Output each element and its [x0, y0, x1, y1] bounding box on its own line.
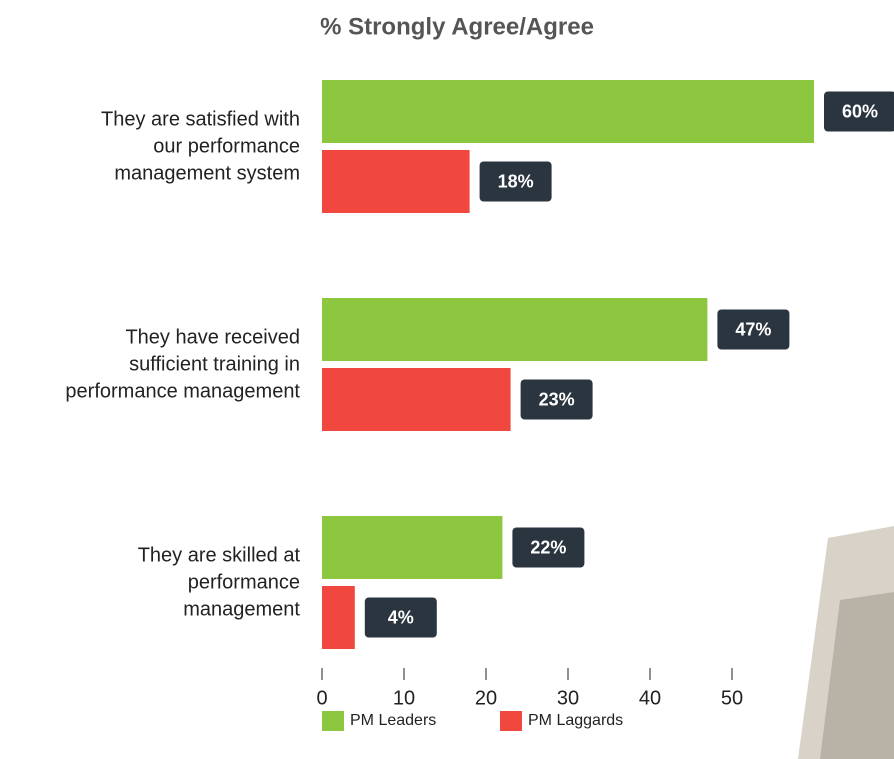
x-tick-label: 20: [475, 687, 497, 709]
category-label: They are skilled at performance manageme…: [137, 544, 300, 620]
photo-decoration: [820, 592, 894, 759]
chart-title: % Strongly Agree/Agree: [320, 13, 594, 40]
legend-swatch: [500, 711, 522, 731]
category-label: They have received sufficient training i…: [65, 326, 300, 402]
bar: [322, 80, 814, 143]
x-tick-label: 30: [557, 687, 579, 709]
value-label-box: [717, 309, 790, 350]
value-label: 4%: [388, 607, 414, 627]
value-label: 23%: [539, 389, 575, 409]
category-label: They are satisfied with our performance …: [101, 108, 300, 184]
value-label: 60%: [842, 101, 878, 121]
x-tick-label: 50: [721, 687, 743, 709]
bar: [322, 150, 470, 213]
legend-swatch: [322, 711, 344, 731]
bar: [322, 298, 708, 361]
x-tick-label: 0: [316, 687, 327, 709]
legend-label: PM Laggards: [528, 712, 623, 729]
bar: [322, 516, 503, 579]
value-label-box: [364, 597, 437, 638]
value-label-box: [824, 91, 894, 132]
value-label: 22%: [530, 537, 566, 557]
value-label-box: [479, 161, 552, 202]
value-label-box: [512, 527, 585, 568]
legend-label: PM Leaders: [350, 712, 436, 729]
value-label: 47%: [735, 319, 771, 339]
value-label-box: [520, 379, 593, 420]
x-tick-label: 40: [639, 687, 661, 709]
bar: [322, 368, 511, 431]
bar: [322, 586, 355, 649]
x-tick-label: 10: [393, 687, 415, 709]
value-label: 18%: [498, 171, 534, 191]
